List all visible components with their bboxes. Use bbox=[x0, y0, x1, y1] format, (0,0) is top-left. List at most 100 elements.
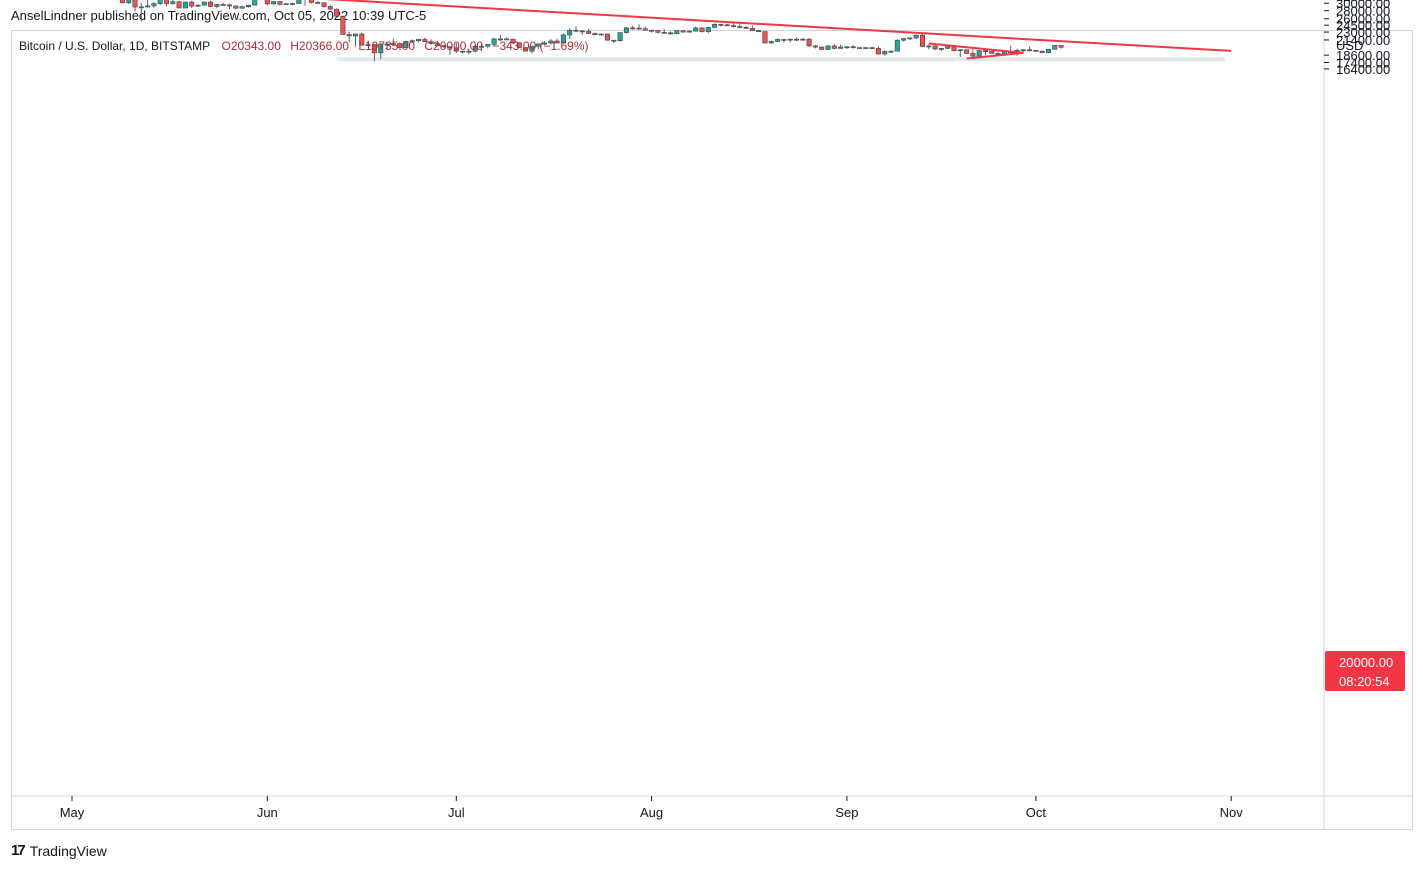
candle-body bbox=[271, 1, 277, 5]
last-price-label: 20000.00 08:20:54 bbox=[1325, 651, 1405, 691]
candle-body bbox=[409, 40, 415, 42]
candle bbox=[157, 0, 163, 6]
candle bbox=[901, 37, 907, 42]
candle bbox=[541, 40, 547, 46]
price-tick-label: 16400.00 bbox=[1336, 62, 1390, 77]
candle bbox=[560, 33, 566, 44]
candle bbox=[693, 26, 699, 32]
candle bbox=[680, 30, 686, 33]
candle bbox=[478, 43, 484, 52]
candle bbox=[126, 0, 132, 4]
candle bbox=[699, 27, 705, 33]
candle-body bbox=[189, 1, 195, 7]
candle bbox=[264, 0, 270, 6]
support-zone-layer bbox=[336, 57, 1225, 62]
footer-brand[interactable]: 17 TradingView bbox=[11, 842, 107, 859]
candle-body bbox=[352, 33, 358, 37]
candle bbox=[403, 40, 409, 48]
candle-body bbox=[913, 34, 919, 39]
brand-name: TradingView bbox=[29, 842, 107, 859]
candle-body bbox=[157, 0, 163, 4]
candle-body bbox=[712, 24, 718, 28]
candle bbox=[308, 0, 314, 4]
price-tick-label: 21400.00 bbox=[1336, 33, 1390, 48]
candle bbox=[245, 4, 251, 8]
candle bbox=[649, 29, 655, 33]
candle-body bbox=[604, 33, 610, 41]
candle bbox=[712, 23, 718, 28]
candle bbox=[119, 0, 125, 4]
candle-body bbox=[781, 39, 787, 41]
candle bbox=[630, 25, 636, 30]
candle-body bbox=[875, 48, 881, 55]
candle-body bbox=[970, 53, 976, 57]
candle-body bbox=[245, 4, 251, 7]
candle-body bbox=[535, 43, 541, 47]
candle bbox=[850, 45, 856, 49]
candle-body bbox=[863, 47, 869, 49]
candle bbox=[592, 32, 598, 36]
candle bbox=[346, 31, 352, 43]
candle-body bbox=[264, 0, 270, 5]
candle bbox=[195, 4, 201, 8]
candle-body bbox=[964, 49, 970, 54]
symbol-legend: Bitcoin / U.S. Dollar, 1D, BITSTAMP O203… bbox=[19, 39, 595, 53]
candle bbox=[189, 0, 195, 9]
candle-body bbox=[1052, 45, 1058, 50]
candle-body bbox=[649, 29, 655, 32]
candle bbox=[875, 46, 881, 55]
candle-body bbox=[252, 0, 258, 6]
candle bbox=[812, 45, 818, 49]
candle bbox=[554, 38, 560, 44]
candle-body bbox=[586, 31, 592, 34]
candle-body bbox=[1020, 49, 1026, 52]
candle bbox=[913, 34, 919, 39]
price-tick-label: 32000.00 bbox=[1336, 0, 1390, 4]
candle-body bbox=[1046, 48, 1052, 53]
candle bbox=[611, 39, 617, 44]
candle bbox=[932, 45, 938, 51]
candle bbox=[378, 43, 384, 60]
candle-body bbox=[119, 0, 125, 4]
candle-body bbox=[541, 42, 547, 45]
candle bbox=[781, 39, 787, 43]
candle bbox=[1020, 49, 1026, 53]
candle-body bbox=[428, 41, 434, 44]
candle bbox=[239, 5, 245, 9]
candle-body bbox=[825, 45, 831, 50]
candle-body bbox=[674, 30, 680, 35]
time-tick-label: Jun bbox=[257, 805, 278, 820]
candle bbox=[982, 50, 988, 56]
candle bbox=[422, 37, 428, 43]
candle-body bbox=[630, 27, 636, 30]
candle-body bbox=[220, 4, 226, 6]
candle bbox=[548, 38, 554, 45]
candle bbox=[907, 37, 913, 40]
candle bbox=[535, 43, 541, 50]
symbol-name: Bitcoin / U.S. Dollar, 1D, BITSTAMP bbox=[19, 39, 211, 53]
candle-body bbox=[195, 4, 201, 7]
candle-body bbox=[693, 27, 699, 32]
candle-body bbox=[321, 2, 327, 7]
candle-body bbox=[667, 32, 673, 35]
chart-frame bbox=[11, 30, 1413, 830]
candle bbox=[283, 3, 289, 6]
time-tick-label: Aug bbox=[640, 805, 663, 820]
candle-body bbox=[497, 38, 503, 41]
candle bbox=[768, 40, 774, 44]
candle-body bbox=[901, 38, 907, 41]
candle-body bbox=[718, 24, 724, 26]
candle bbox=[882, 50, 888, 56]
candle bbox=[724, 23, 730, 27]
price-tick-label: 30000.00 bbox=[1336, 0, 1390, 11]
candle bbox=[164, 0, 170, 7]
candle bbox=[321, 2, 327, 8]
candle-body bbox=[749, 28, 755, 31]
candle bbox=[825, 45, 831, 51]
time-tick-label: Jul bbox=[448, 805, 465, 820]
candle-body bbox=[775, 39, 781, 42]
candle-body bbox=[926, 45, 932, 48]
candle-body bbox=[397, 43, 403, 48]
candle bbox=[384, 41, 390, 49]
